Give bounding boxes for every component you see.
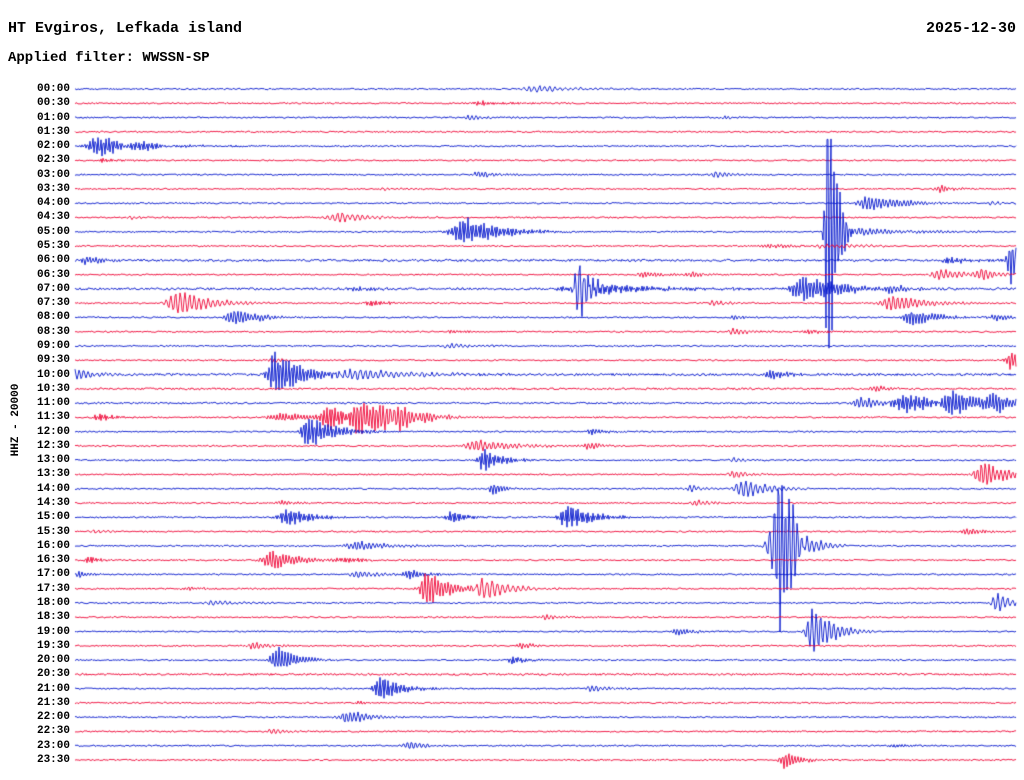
seismogram-traces-canvas [0, 0, 1024, 780]
helicorder-page: HT Evgiros, Lefkada island 2025-12-30 Ap… [0, 0, 1024, 780]
